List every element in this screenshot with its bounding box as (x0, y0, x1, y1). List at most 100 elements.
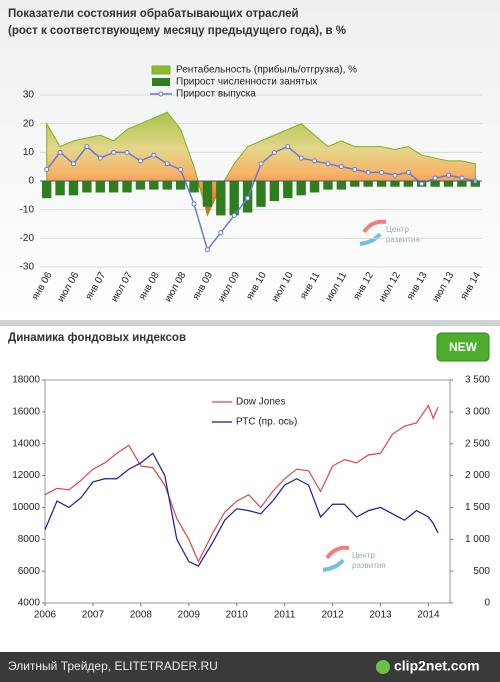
y-tick-label: 20 (23, 118, 35, 129)
badge (436, 332, 490, 362)
watermark: Центр (352, 551, 375, 560)
point (191, 201, 197, 207)
bar (95, 181, 105, 193)
chart-subtitle: (рост к соответствующему месяцу предыдущ… (8, 25, 346, 37)
point (111, 149, 117, 155)
point (419, 181, 425, 187)
bar (122, 181, 132, 193)
line (44, 452, 439, 567)
bar (42, 181, 52, 199)
x-tick-label: 2007 (82, 610, 105, 621)
point (459, 175, 465, 181)
point (285, 144, 291, 150)
legend-swatch (152, 78, 170, 86)
x-tick-label: 2011 (274, 610, 296, 621)
x-tick-label: 2009 (178, 610, 201, 621)
bar (202, 181, 213, 207)
bar (175, 181, 186, 190)
watermark-icon (359, 232, 382, 246)
y2-tick-label: 3 000 (465, 406, 490, 417)
point (352, 167, 358, 173)
point (84, 144, 90, 150)
bar (390, 181, 400, 187)
y-tick-label: 4000 (18, 598, 41, 609)
y-tick-label: -30 (20, 262, 35, 273)
legend-label: Прирост выпуска (176, 89, 256, 100)
y-tick-label: -20 (20, 233, 35, 244)
bar (350, 181, 360, 187)
legend-swatch (151, 65, 171, 75)
bar (256, 181, 266, 207)
badge-text: NEW (449, 340, 478, 354)
watermark-icon (362, 219, 387, 234)
bar (162, 181, 172, 190)
bar (470, 181, 480, 187)
y2-tick-label: 3 500 (465, 375, 490, 386)
point (218, 230, 224, 236)
point (178, 167, 184, 173)
bar (376, 181, 387, 187)
chart-title: Динамика фондовых индексов (8, 332, 186, 344)
point (271, 149, 277, 155)
point (325, 161, 331, 167)
bar (283, 181, 293, 199)
point (151, 152, 157, 158)
legend-label: Dow Jones (236, 397, 285, 408)
x-tick-label: 2013 (369, 610, 392, 621)
y2-tick-label: 2 500 (465, 438, 490, 449)
legend-swatch (158, 91, 164, 97)
y2-tick-label: 1 000 (465, 534, 490, 545)
point (124, 149, 130, 155)
logo-icon (376, 660, 390, 674)
bar (430, 181, 440, 187)
bar (336, 181, 347, 190)
point (298, 155, 304, 161)
point (137, 158, 143, 164)
point (204, 247, 210, 253)
footer-text: Элитный Трейдер, ELITETRADER.RU (8, 659, 218, 673)
point (164, 161, 170, 167)
point (97, 155, 103, 161)
separator (0, 320, 500, 326)
bar (68, 181, 79, 196)
point (258, 161, 264, 167)
y2-tick-label: 0 (484, 598, 490, 609)
x-tick-label: 2012 (321, 610, 344, 621)
bar (296, 181, 306, 196)
watermark: развития (386, 235, 420, 244)
y-tick-label: 12000 (12, 470, 40, 481)
legend-label: Прирост численности занятых (176, 77, 317, 88)
watermark: развития (352, 561, 386, 570)
point (432, 175, 438, 181)
bar (149, 181, 159, 190)
watermark-icon (325, 545, 350, 560)
logo: clip2net.com (394, 658, 480, 674)
line (44, 404, 439, 564)
x-tick-label: 2008 (130, 610, 153, 621)
point (70, 161, 76, 167)
y-tick-label: 0 (28, 176, 34, 187)
footer (0, 652, 500, 682)
y-tick-label: 6000 (18, 566, 41, 577)
bar (108, 181, 119, 193)
bar (309, 181, 320, 193)
bar (269, 181, 280, 202)
bar (323, 181, 333, 190)
point (405, 169, 411, 175)
y-tick-label: 8000 (18, 534, 41, 545)
bar (363, 181, 373, 187)
bar (229, 181, 239, 216)
y-tick-label: 14000 (12, 438, 40, 449)
y-tick-label: 10 (23, 147, 35, 158)
point (379, 169, 385, 175)
legend-label: Рентабельность (прибыль/отгрузка), % (176, 64, 357, 76)
chart-title: Показатели состояния обрабатывающих отра… (8, 8, 299, 20)
bar (55, 181, 65, 196)
point (245, 195, 251, 201)
watermark-icon (322, 558, 345, 572)
bar (82, 181, 92, 193)
x-tick-label: 2006 (34, 610, 57, 621)
point (446, 172, 452, 178)
bar (216, 181, 226, 216)
